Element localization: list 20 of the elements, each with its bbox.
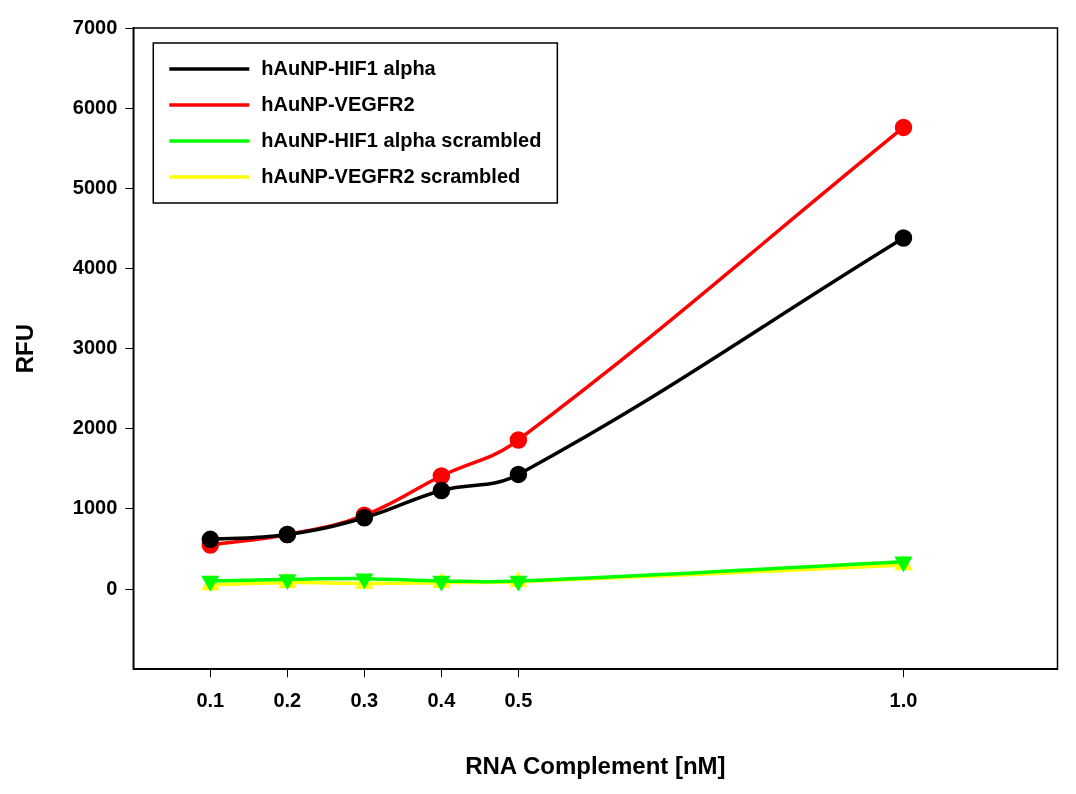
y-tick-label: 5000 [72, 175, 118, 198]
legend-label: hAuNP-VEGFR2 [261, 92, 415, 115]
y-tick-label: 7000 [72, 15, 118, 38]
x-axis-title: RNA Complement [nM] [465, 752, 726, 780]
y-tick-label: 3000 [72, 336, 118, 359]
legend-label: hAuNP-HIF1 alpha scrambled [261, 128, 542, 151]
y-tick-label: 4000 [72, 255, 118, 278]
y-axis-title: RFU [11, 323, 39, 374]
legend-label: hAuNP-VEGFR2 scrambled [261, 164, 521, 187]
x-tick-label: 0.5 [504, 688, 533, 711]
y-tick-label: 6000 [72, 95, 118, 118]
x-tick-label: 0.4 [427, 688, 457, 711]
legend-label: hAuNP-HIF1 alpha [261, 56, 437, 79]
x-tick-label: 0.2 [273, 688, 302, 711]
x-tick-label: 0.1 [196, 688, 225, 711]
y-tick-label: 2000 [72, 416, 118, 439]
x-tick-label: 1.0 [889, 688, 918, 711]
y-tick-label: 1000 [72, 496, 118, 519]
x-tick-label: 0.3 [350, 688, 379, 711]
y-tick-label: 0 [106, 576, 118, 599]
